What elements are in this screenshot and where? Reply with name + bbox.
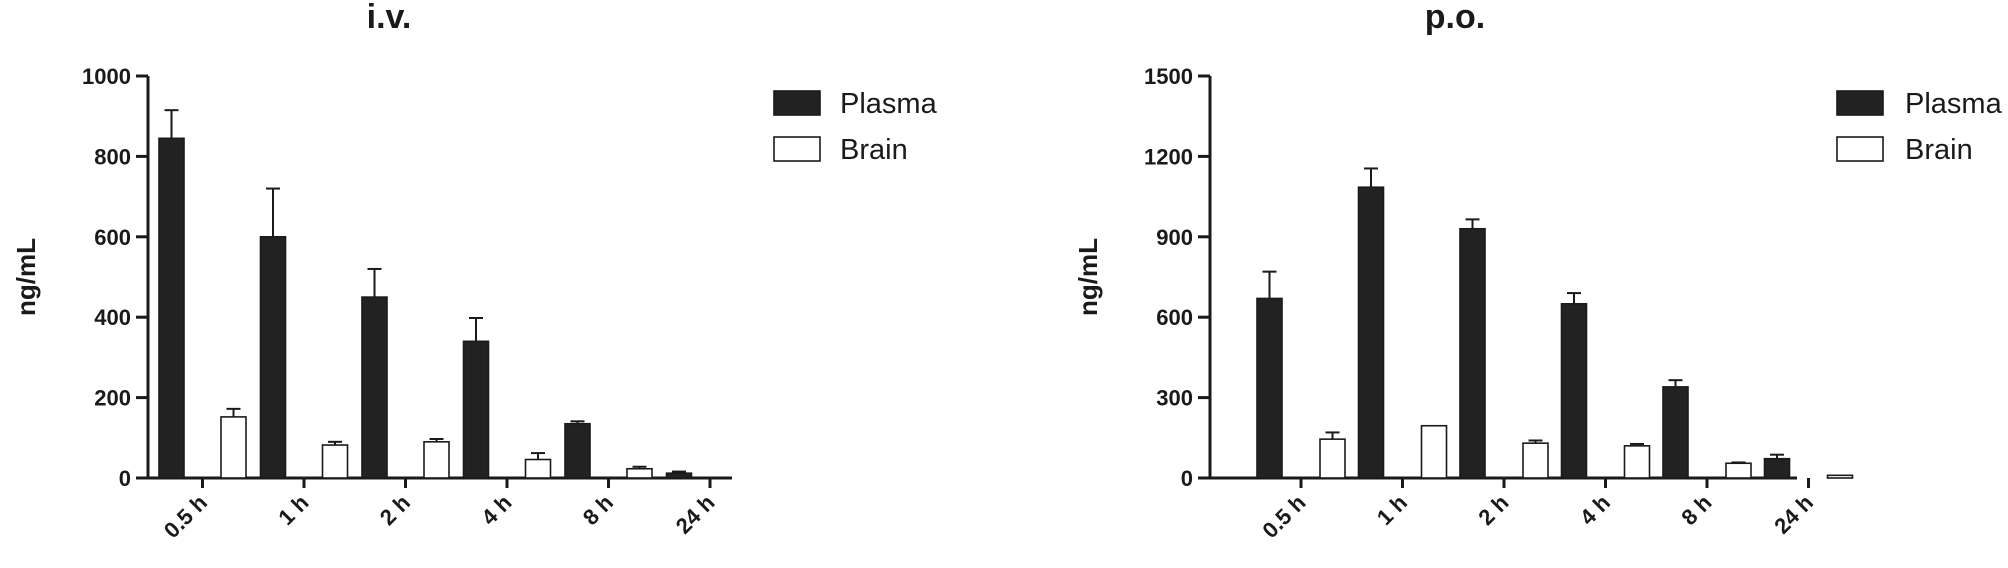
bar-po-plasma xyxy=(1256,297,1283,479)
bar-iv-plasma xyxy=(665,472,693,479)
y-tick-label-iv: 400 xyxy=(94,305,131,330)
x-tick-label-po: 1 h xyxy=(1372,490,1412,530)
bar-iv-brain xyxy=(626,467,653,479)
legend-swatch-po-plasma xyxy=(1836,90,1884,116)
y-tick-label-po: 0 xyxy=(1181,466,1193,491)
x-tick-label-po: 8 h xyxy=(1676,490,1716,530)
x-tick-label-po: 0.5 h xyxy=(1257,490,1310,543)
y-tick-label-po: 900 xyxy=(1156,225,1193,250)
bar-iv-brain xyxy=(524,458,552,479)
y-tick-label-po: 1500 xyxy=(1144,64,1193,89)
x-tick-label-iv: 0.5 h xyxy=(159,490,212,543)
y-axis-label-iv: ng/mL xyxy=(11,238,41,316)
bar-po-brain xyxy=(1826,474,1854,479)
bar-po-brain xyxy=(1522,442,1549,479)
y-tick-label-iv: 1000 xyxy=(82,64,131,89)
bar-iv-brain xyxy=(220,416,247,479)
y-tick-label-iv: 0 xyxy=(119,466,131,491)
y-tick-label-po: 600 xyxy=(1156,305,1193,330)
bar-po-brain xyxy=(1623,445,1651,479)
legend-label-po-plasma: Plasma xyxy=(1905,88,2003,120)
bar-iv-plasma xyxy=(259,236,287,479)
x-tick-label-po: 4 h xyxy=(1575,490,1615,530)
bar-po-brain xyxy=(1725,462,1752,479)
legend-label-po-brain: Brain xyxy=(1905,134,1973,166)
y-tick-label-po: 1200 xyxy=(1144,144,1193,169)
legend-swatch-iv-brain xyxy=(773,136,821,162)
y-tick-label-iv: 200 xyxy=(94,386,131,411)
x-tick-label-po: 2 h xyxy=(1473,490,1513,530)
bar-po-brain xyxy=(1420,424,1448,479)
x-tick-label-iv: 2 h xyxy=(375,490,415,530)
bar-po-plasma xyxy=(1459,227,1486,479)
bar-iv-plasma xyxy=(158,137,185,479)
bar-iv-plasma xyxy=(564,422,591,479)
x-tick-label-iv: 8 h xyxy=(578,490,618,530)
bar-po-brain xyxy=(1319,438,1346,479)
bar-po-plasma xyxy=(1662,386,1689,479)
bar-iv-plasma xyxy=(462,340,490,479)
legend-label-iv-brain: Brain xyxy=(840,134,908,166)
x-tick-label-iv: 24 h xyxy=(671,490,720,539)
y-tick-label-po: 300 xyxy=(1156,386,1193,411)
bar-po-plasma xyxy=(1763,457,1791,479)
y-tick-label-iv: 600 xyxy=(94,225,131,250)
chart-title-iv: i.v. xyxy=(367,0,412,36)
x-tick-label-iv: 1 h xyxy=(273,490,313,530)
x-tick-label-po: 24 h xyxy=(1769,490,1818,539)
chart-title-po: p.o. xyxy=(1425,0,1485,36)
y-tick-label-iv: 800 xyxy=(94,144,131,169)
legend-swatch-po-brain xyxy=(1836,136,1884,162)
legend-label-iv-plasma: Plasma xyxy=(840,88,938,120)
legend-swatch-iv-plasma xyxy=(773,90,821,116)
bar-iv-brain xyxy=(321,444,349,479)
bar-po-plasma xyxy=(1560,302,1588,479)
x-tick-label-iv: 4 h xyxy=(476,490,516,530)
bar-iv-brain xyxy=(423,441,450,479)
bar-iv-plasma xyxy=(361,296,388,479)
y-axis-label-po: ng/mL xyxy=(1073,238,1103,316)
bar-po-plasma xyxy=(1357,186,1385,479)
